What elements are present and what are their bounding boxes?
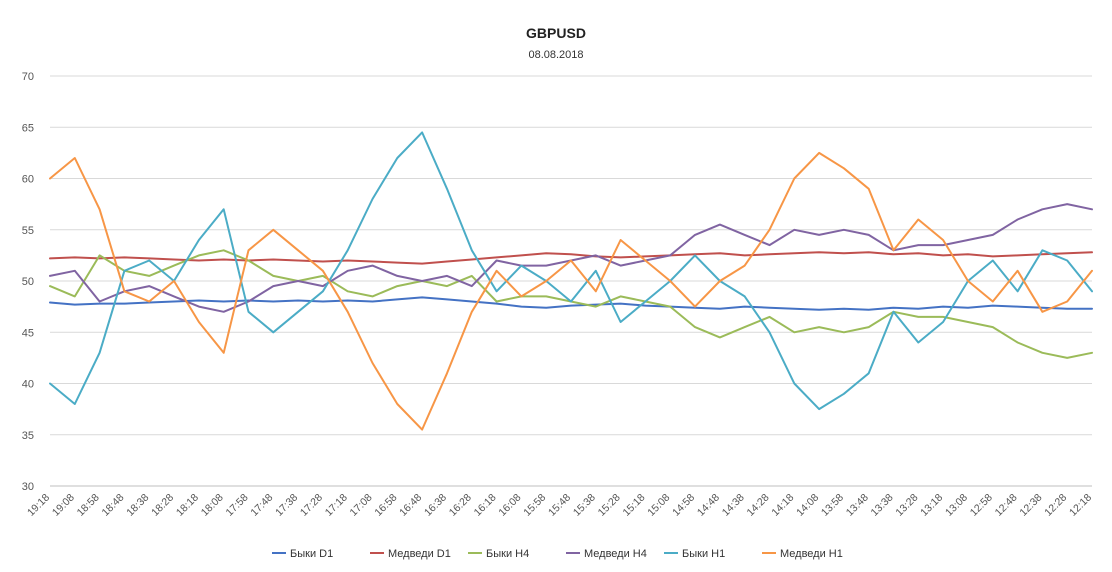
x-tick-label: 16:58: [372, 492, 399, 519]
x-tick-label: 18:28: [149, 492, 176, 519]
legend-label: Медведи H1: [780, 548, 843, 560]
x-tick-label: 14:48: [695, 492, 722, 519]
legend-item: Медведи D1: [370, 548, 451, 560]
x-tick-label: 14:58: [670, 492, 697, 519]
x-tick-label: 13:28: [893, 492, 920, 519]
x-tick-label: 19:08: [50, 492, 77, 519]
x-tick-label: 16:28: [447, 492, 474, 519]
y-tick-label: 60: [22, 174, 34, 186]
x-tick-label: 18:18: [174, 492, 201, 519]
x-tick-label: 16:38: [422, 492, 449, 519]
x-tick-label: 12:48: [993, 492, 1020, 519]
chart-subtitle: 08.08.2018: [528, 49, 583, 61]
x-tick-label: 18:38: [124, 492, 151, 519]
legend: Быки D1 Медведи D1 Быки H4 Медведи H4 Быки H…: [272, 548, 843, 560]
y-tick-label: 35: [22, 430, 34, 442]
series-line: [49, 296, 1093, 311]
x-tick-label: 18:08: [199, 492, 226, 519]
x-tick-label: 12:58: [968, 492, 995, 519]
x-tick-label: 16:08: [496, 492, 523, 519]
y-tick-label: 65: [22, 122, 34, 134]
legend-label: Медведи D1: [388, 548, 451, 560]
series-lines: [49, 131, 1093, 431]
x-tick-label: 14:28: [745, 492, 772, 519]
x-axis-ticks: 19:1819:0818:5818:4818:3818:2818:1818:08…: [25, 492, 1094, 519]
y-tick-label: 45: [22, 327, 34, 339]
x-tick-label: 13:18: [918, 492, 945, 519]
legend-item: Быки H1: [664, 548, 725, 560]
x-tick-label: 17:18: [323, 492, 350, 519]
x-tick-label: 15:28: [596, 492, 623, 519]
x-tick-label: 17:28: [298, 492, 325, 519]
x-tick-label: 18:48: [99, 492, 126, 519]
legend-item: Медведи H4: [566, 548, 647, 560]
gridlines: [50, 75, 1092, 487]
x-tick-label: 18:58: [75, 492, 102, 519]
y-tick-label: 55: [22, 225, 34, 237]
legend-item: Быки D1: [272, 548, 333, 560]
x-tick-label: 17:48: [248, 492, 275, 519]
y-axis-ticks: 30 35 40 45 50 55 60 65 70: [22, 71, 34, 493]
x-tick-label: 15:38: [571, 492, 598, 519]
x-tick-label: 16:18: [472, 492, 499, 519]
x-tick-label: 14:38: [720, 492, 747, 519]
x-tick-label: 13:48: [844, 492, 871, 519]
legend-item: Быки H4: [468, 548, 529, 560]
x-tick-label: 15:18: [620, 492, 647, 519]
x-tick-label: 15:08: [645, 492, 672, 519]
x-tick-label: 12:28: [1042, 492, 1069, 519]
legend-label: Медведи H4: [584, 548, 647, 560]
x-tick-label: 12:18: [1067, 492, 1094, 519]
legend-label: Быки H4: [486, 548, 529, 560]
x-tick-label: 15:48: [546, 492, 573, 519]
x-tick-label: 17:38: [273, 492, 300, 519]
legend-item: Медведи H1: [762, 548, 843, 560]
x-tick-label: 17:58: [224, 492, 251, 519]
x-tick-label: 14:18: [769, 492, 796, 519]
x-tick-label: 17:08: [348, 492, 375, 519]
series-line: [49, 251, 1093, 265]
series-line: [49, 131, 1093, 411]
x-tick-label: 19:18: [25, 492, 52, 519]
y-tick-label: 30: [22, 481, 34, 493]
legend-label: Быки H1: [682, 548, 725, 560]
y-tick-label: 40: [22, 379, 34, 391]
series-line: [49, 203, 1093, 313]
chart-title: GBPUSD: [526, 25, 586, 41]
y-tick-label: 50: [22, 276, 34, 288]
series-line: [49, 151, 1093, 431]
x-tick-label: 13:08: [943, 492, 970, 519]
x-tick-label: 13:58: [819, 492, 846, 519]
legend-label: Быки D1: [290, 548, 333, 560]
x-tick-label: 14:08: [794, 492, 821, 519]
x-tick-label: 16:48: [397, 492, 424, 519]
y-tick-label: 70: [22, 71, 34, 83]
x-tick-label: 12:38: [1017, 492, 1044, 519]
series-line: [49, 249, 1093, 359]
x-tick-label: 13:38: [869, 492, 896, 519]
x-tick-label: 15:58: [521, 492, 548, 519]
